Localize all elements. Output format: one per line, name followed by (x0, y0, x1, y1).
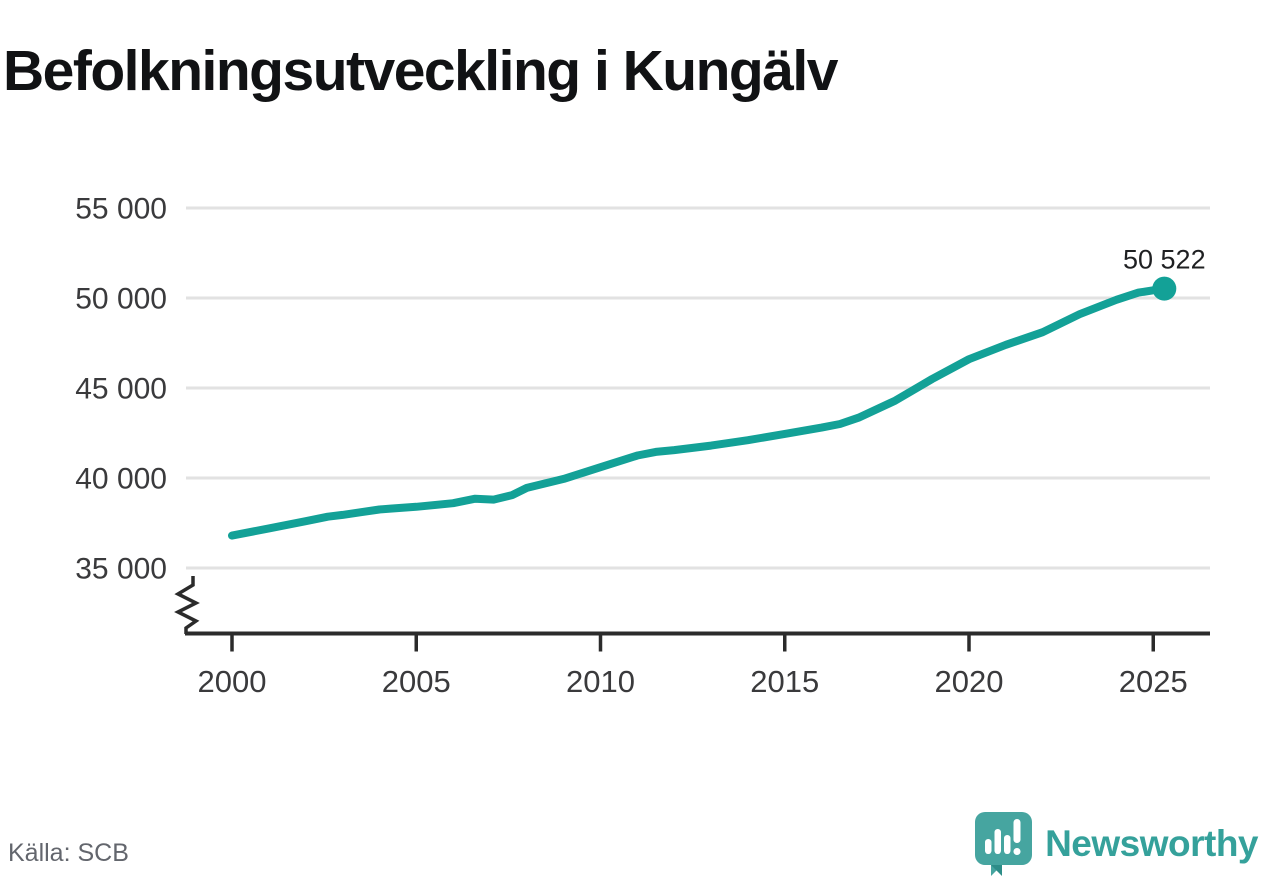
x-tick-label: 2015 (750, 664, 819, 699)
page-title: Befolkningsutveckling i Kungälv (3, 39, 838, 104)
population-line (228, 284, 1169, 540)
y-tick-label: 45 000 (75, 373, 167, 406)
y-tick-label: 40 000 (75, 463, 167, 496)
axis-break-icon (174, 576, 200, 634)
x-tick-label: 2010 (566, 664, 635, 699)
y-tick-label: 55 000 (75, 193, 167, 226)
x-tick-label: 2025 (1119, 664, 1188, 699)
newsworthy-logo: Newsworthy (973, 810, 1258, 878)
end-point-marker (1152, 276, 1177, 301)
y-tick-label: 50 000 (75, 283, 167, 316)
x-tick-label: 2000 (198, 664, 267, 699)
population-line-chart: 55 000 50 000 45 000 40 000 35 000 2000 2005 20… (75, 193, 1210, 699)
newsworthy-wordmark: Newsworthy (1045, 823, 1258, 864)
y-tick-label: 35 000 (75, 553, 167, 586)
newsworthy-bubble-icon (975, 812, 1033, 876)
end-value-label: 50 522 (1123, 245, 1206, 275)
source-note: Källa: SCB (8, 839, 129, 867)
x-tick-label: 2005 (382, 664, 451, 699)
x-tick-label: 2020 (935, 664, 1004, 699)
